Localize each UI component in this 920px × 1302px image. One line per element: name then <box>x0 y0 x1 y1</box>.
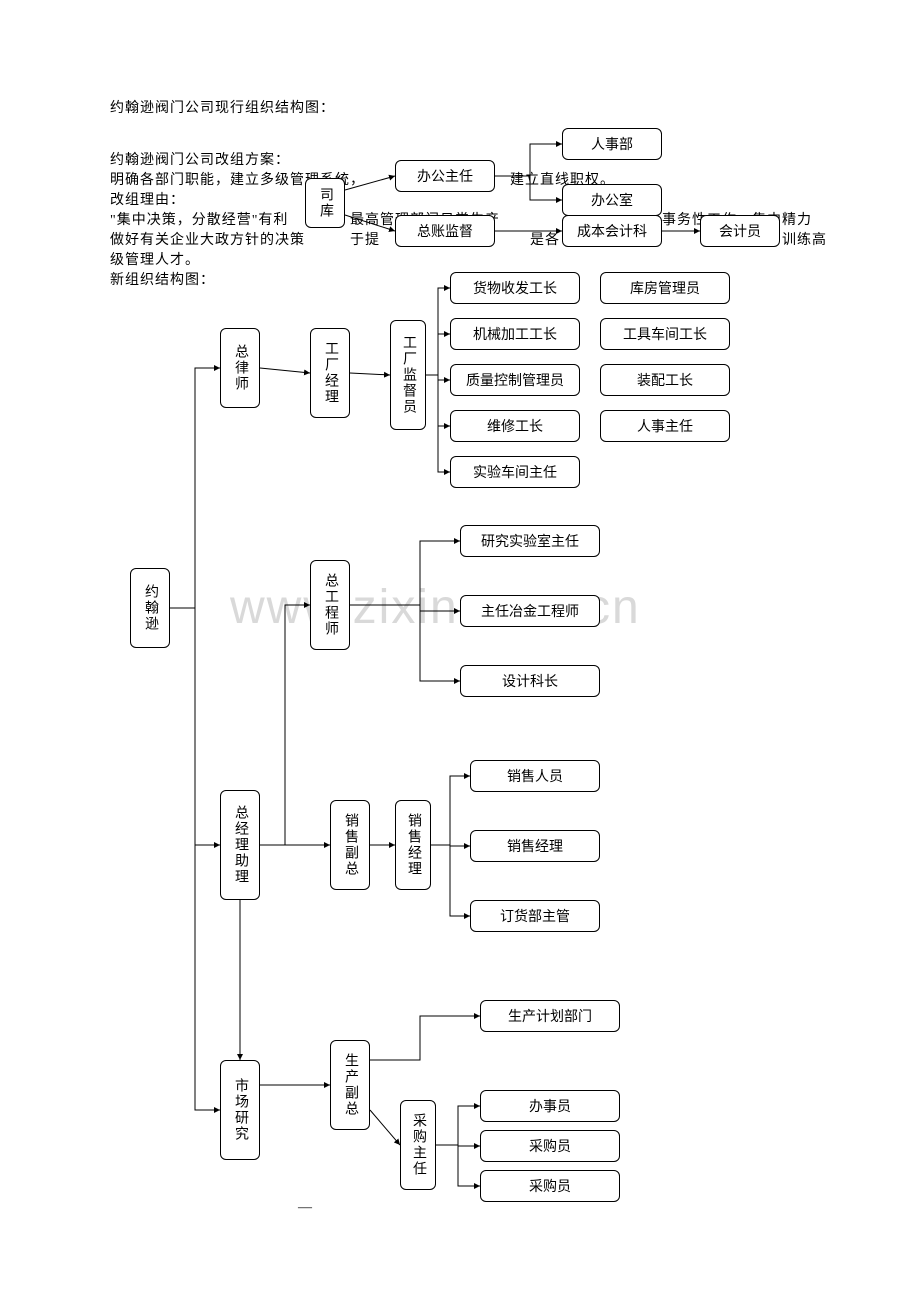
node-prod_plan: 生产计划部门 <box>480 1000 620 1032</box>
node-prod_vp: 生产副总 <box>330 1040 370 1130</box>
para-p5a: "集中决策，分散经营"有利 <box>110 209 288 229</box>
para-reason: 改组理由： <box>110 189 185 209</box>
node-office_head: 办公主任 <box>395 160 495 192</box>
node-market_research: 市场研究 <box>220 1060 260 1160</box>
node-hr_dept: 人事部 <box>562 128 662 160</box>
para-plan: 约翰逊阀门公司改组方案： <box>110 149 290 169</box>
node-sales_manager: 销售经理 <box>470 830 600 862</box>
edge-chief_eng-research_lab <box>350 541 460 605</box>
node-sales_staff: 销售人员 <box>470 760 600 792</box>
edge-purchase_head-buyer1 <box>436 1145 480 1146</box>
edge-purchase_head-buyer2 <box>436 1145 480 1186</box>
node-assembly_foreman: 装配工长 <box>600 364 730 396</box>
node-metallurgy_eng: 主任冶金工程师 <box>460 595 600 627</box>
para-title1: 约翰逊阀门公司现行组织结构图： <box>110 97 335 117</box>
node-sales_mgr_v: 销售经理 <box>395 800 431 890</box>
node-buyer2: 采购员 <box>480 1170 620 1202</box>
edge-sales_mgr_v-sales_staff <box>431 776 470 845</box>
para-p6b: 于提 <box>350 229 380 249</box>
node-design_chief: 设计科长 <box>460 665 600 697</box>
edge-sales_mgr_v-order_head <box>431 845 470 916</box>
edge-factory_sup-qc_mgr <box>426 375 450 380</box>
edge-factory_mgr-factory_sup <box>350 373 390 375</box>
node-order_head: 订货部主管 <box>470 900 600 932</box>
edge-purchase_head-clerk <box>436 1106 480 1145</box>
node-lab_head: 实验车间主任 <box>450 456 580 488</box>
edge-sales_mgr_v-sales_manager <box>431 845 470 846</box>
node-clerk: 办事员 <box>480 1090 620 1122</box>
edge-chief_eng-metallurgy_eng <box>350 605 460 611</box>
node-tool_foreman: 工具车间工长 <box>600 318 730 350</box>
node-factory_mgr: 工厂经理 <box>310 328 350 418</box>
node-machining_foreman: 机械加工工长 <box>450 318 580 350</box>
edge-factory_sup-lab_head <box>426 375 450 472</box>
node-qc_mgr: 质量控制管理员 <box>450 364 580 396</box>
node-hr_head2: 人事主任 <box>600 410 730 442</box>
node-goods_foreman: 货物收发工长 <box>450 272 580 304</box>
node-cost_acct: 成本会计科 <box>562 215 662 247</box>
node-johnson: 约翰逊 <box>130 568 170 648</box>
node-buyer1: 采购员 <box>480 1130 620 1162</box>
para-p7: 级管理人才。 <box>110 249 200 269</box>
node-sales_vp: 销售副总 <box>330 800 370 890</box>
node-gm_assist: 总经理助理 <box>220 790 260 900</box>
para-p6c: 是各 <box>530 229 560 249</box>
node-office: 办公室 <box>562 184 662 216</box>
node-factory_sup: 工厂监督员 <box>390 320 426 430</box>
stray-mark: — <box>298 1200 313 1216</box>
node-siku: 司库 <box>305 178 345 228</box>
para-p6a: 做好有关企业大政方针的决策 <box>110 229 305 249</box>
edge-johnson-market_research <box>170 608 220 1110</box>
edge-prod_vp-prod_plan <box>370 1016 480 1060</box>
node-warehouse_mgr: 库房管理员 <box>600 272 730 304</box>
edge-prod_vp-purchase_head <box>370 1110 400 1145</box>
node-maint_foreman: 维修工长 <box>450 410 580 442</box>
node-chief_lawyer: 总律师 <box>220 328 260 408</box>
edge-factory_sup-machining_foreman <box>426 334 450 375</box>
edge-johnson-gm_assist <box>170 608 220 845</box>
node-research_lab: 研究实验室主任 <box>460 525 600 557</box>
edge-chief_lawyer-factory_mgr <box>260 368 310 373</box>
edge-johnson-chief_lawyer <box>170 368 220 608</box>
para-p6d: 训练高 <box>782 229 827 249</box>
edge-factory_sup-maint_foreman <box>426 375 450 426</box>
edge-factory_sup-goods_foreman <box>426 288 450 375</box>
node-ledger_sup: 总账监督 <box>395 215 495 247</box>
node-accountant: 会计员 <box>700 215 780 247</box>
node-chief_eng: 总工程师 <box>310 560 350 650</box>
para-neworg: 新组织结构图： <box>110 269 215 289</box>
edge-chief_eng-design_chief <box>350 605 460 681</box>
node-purchase_head: 采购主任 <box>400 1100 436 1190</box>
edge-gm_assist-chief_eng <box>260 605 310 845</box>
